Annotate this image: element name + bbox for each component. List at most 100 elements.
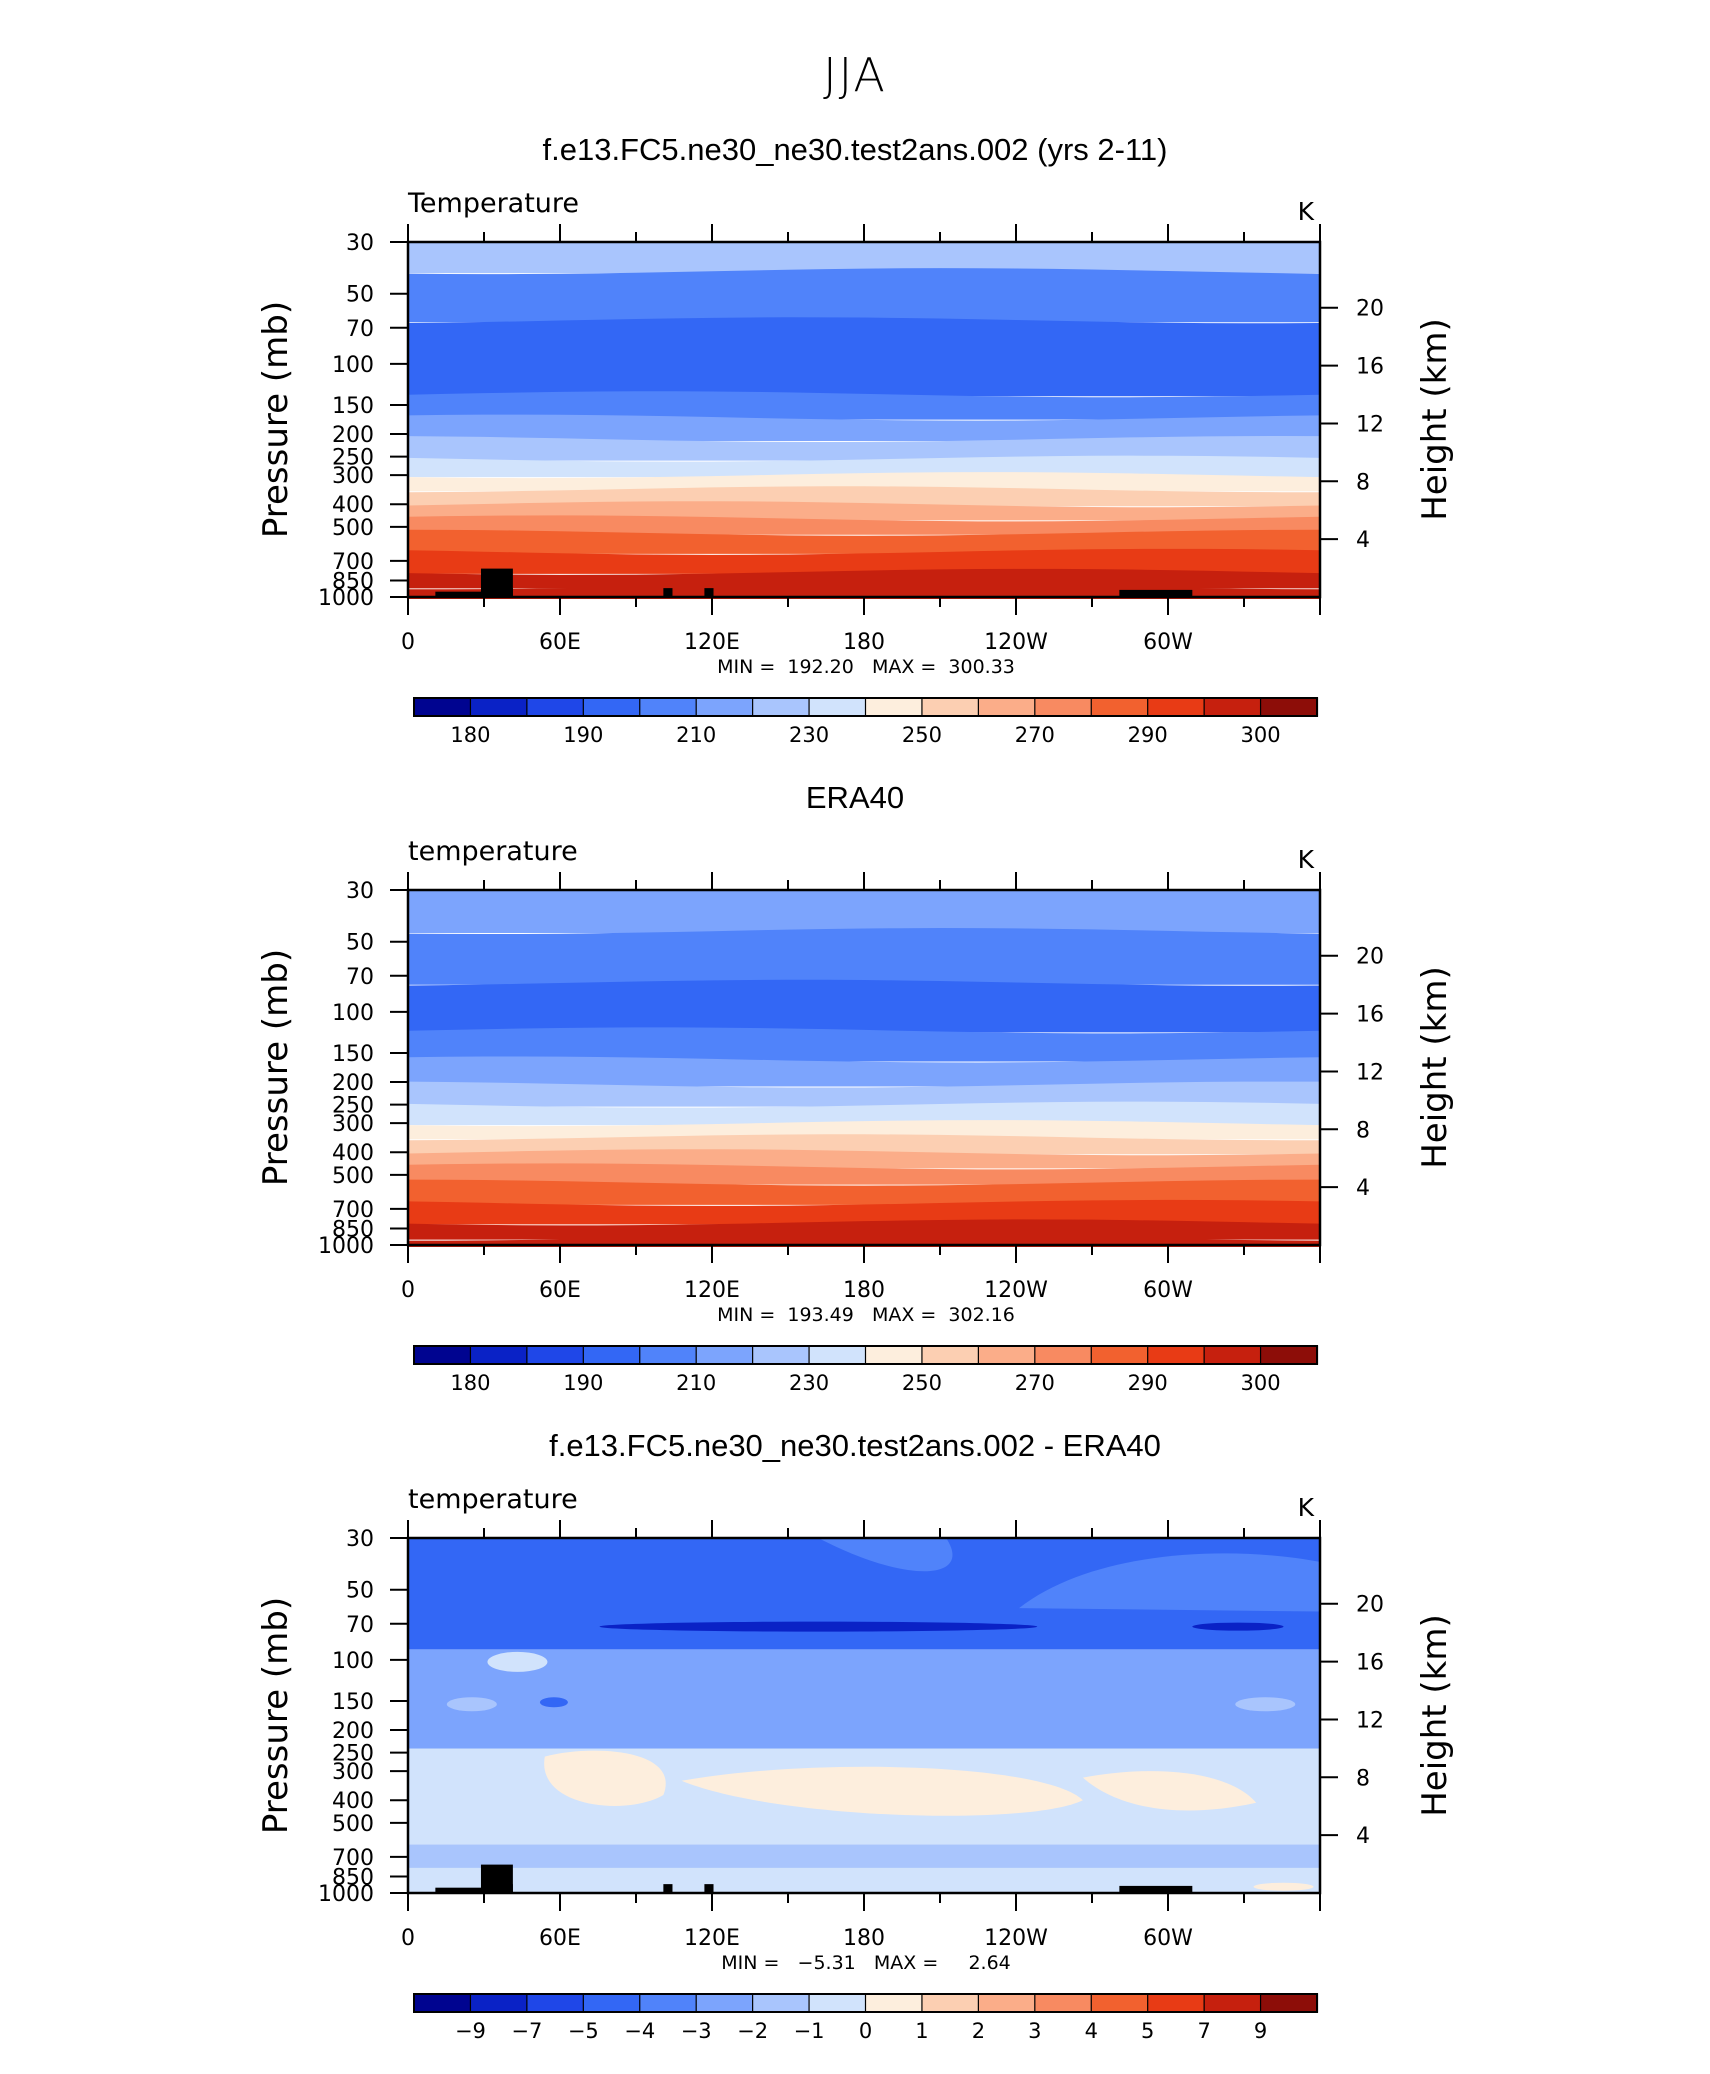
x-tick-label: 60W [1143,1278,1193,1303]
panel-1-title: f.e13.FC5.ne30_ne30.test2ans.002 (yrs 2-… [542,132,1168,167]
variable-label: Temperature [407,188,579,219]
colorbar-label: 190 [563,723,603,747]
colorbar-label: 290 [1128,1371,1168,1395]
y-tick-label: 200 [332,1071,374,1096]
contour-band [408,436,1320,461]
y-tick-label: 1000 [318,1234,374,1259]
topography-block [1119,1885,1193,1893]
x-tick-label: 180 [843,1926,885,1951]
y-tick-label: 400 [332,1141,374,1166]
x-tick-label: 120W [984,630,1048,655]
colorbar-label: 190 [563,1371,603,1395]
y-right-tick-label: 8 [1356,1118,1370,1143]
y-right-tick-label: 16 [1356,355,1384,380]
y-tick-label: 70 [346,965,374,990]
field-layers [408,242,1320,599]
y-tick-label: 150 [332,1690,374,1715]
colorbar: 180 190 210 230 250 270 290 300 [413,697,1319,747]
contour-band [408,1219,1320,1240]
y-tick-label: 200 [332,423,374,448]
contour-blob [544,1750,666,1806]
colorbar-label: 4 [1085,2019,1098,2043]
colorbar-label: 290 [1128,723,1168,747]
colorbar-label: 180 [450,723,490,747]
colorbar-label: 5 [1141,2019,1154,2043]
topography-block [663,588,673,597]
x-tick-label: 60E [539,1926,581,1951]
field-layers [408,1538,1320,1894]
y-tick-label: 500 [332,1812,374,1837]
colorbar-swatch [864,1993,924,2013]
colorbar-label: −5 [568,2019,599,2043]
x-tick-label: 120E [684,1926,740,1951]
panel-3-chart: 0 60E 120E 180 120W 60W3050701001502002503004… [256,1484,1455,2043]
colorbar-label: 230 [789,1371,829,1395]
y-right-axis-label: Height (km) [1415,1614,1455,1817]
y-tick-label: 150 [332,1042,374,1067]
y-right-tick-label: 12 [1356,1708,1384,1733]
y-tick-label: 500 [332,1164,374,1189]
y-right-tick-label: 20 [1356,1593,1384,1618]
topography-block [704,588,714,597]
contour-band [408,568,1320,589]
min-max-label: MIN = 192.20 MAX = 300.33 [717,656,1015,678]
contour-band [408,414,1320,442]
y-right-tick-label: 4 [1356,1824,1370,1849]
x-tick-label: 60W [1143,630,1193,655]
topography-mask [435,1864,1193,1893]
y-right-tick-label: 4 [1356,1176,1370,1201]
y-tick-label: 30 [346,1527,374,1552]
contour-band [408,1163,1320,1185]
y-tick-label: 300 [332,1760,374,1785]
x-tick-label: 120E [684,1278,740,1303]
y-tick-label: 500 [332,516,374,541]
colorbar-swatch [469,1993,528,2013]
contour-blob [1235,1697,1296,1712]
y-right-tick-label: 8 [1356,470,1370,495]
x-tick-label: 60E [539,1278,581,1303]
colorbar-swatch [413,1993,472,2013]
x-tick-label: 0 [401,1926,415,1951]
y-right-tick-label: 12 [1356,412,1384,437]
colorbar-label: 300 [1241,723,1281,747]
colorbar-swatch [695,1993,754,2013]
x-tick-label: 60E [539,630,581,655]
contour-band [408,268,1320,323]
colorbar-swatch [921,1993,980,2013]
colorbar: 180 190 210 230 250 270 290 300 [413,1345,1319,1395]
contour-band [408,317,1320,397]
topography-block [663,1884,673,1893]
topography-mask [435,568,1193,597]
colorbar-label: −1 [794,2019,825,2043]
topography-block [499,1884,513,1893]
contour-band [408,1134,1320,1155]
topography-block [435,1887,500,1893]
y-right-axis-label: Height (km) [1415,966,1455,1169]
y-right-tick-label: 20 [1356,297,1384,322]
y-tick-label: 30 [346,879,374,904]
y-tick-label: 300 [332,464,374,489]
panel-2-chart: 0 60E 120E 180 120W 60W3050701001502002503004… [256,836,1455,1395]
colorbar-label: 0 [859,2019,872,2043]
y-tick-label: 150 [332,394,374,419]
contour-band [408,1199,1320,1225]
topography-block [1119,589,1193,597]
contour-band [408,1056,1320,1087]
contour-band [408,391,1320,420]
contour-band [408,1101,1320,1126]
colorbar-label: 250 [902,723,942,747]
contour-band [408,501,1320,521]
colorbar-label: 2 [972,2019,985,2043]
colorbar-label: 250 [902,1371,942,1395]
colorbar-label: 270 [1015,1371,1055,1395]
colorbar-swatch [582,1993,641,2013]
y-tick-label: 850 [332,1218,374,1243]
contour-band [408,1027,1320,1062]
contour-band [408,1844,1320,1869]
contour-blob [1082,1771,1257,1811]
y-tick-label: 300 [332,1112,374,1137]
contour-band [408,1149,1320,1169]
contour-band [408,515,1320,535]
x-tick-label: 120E [684,630,740,655]
